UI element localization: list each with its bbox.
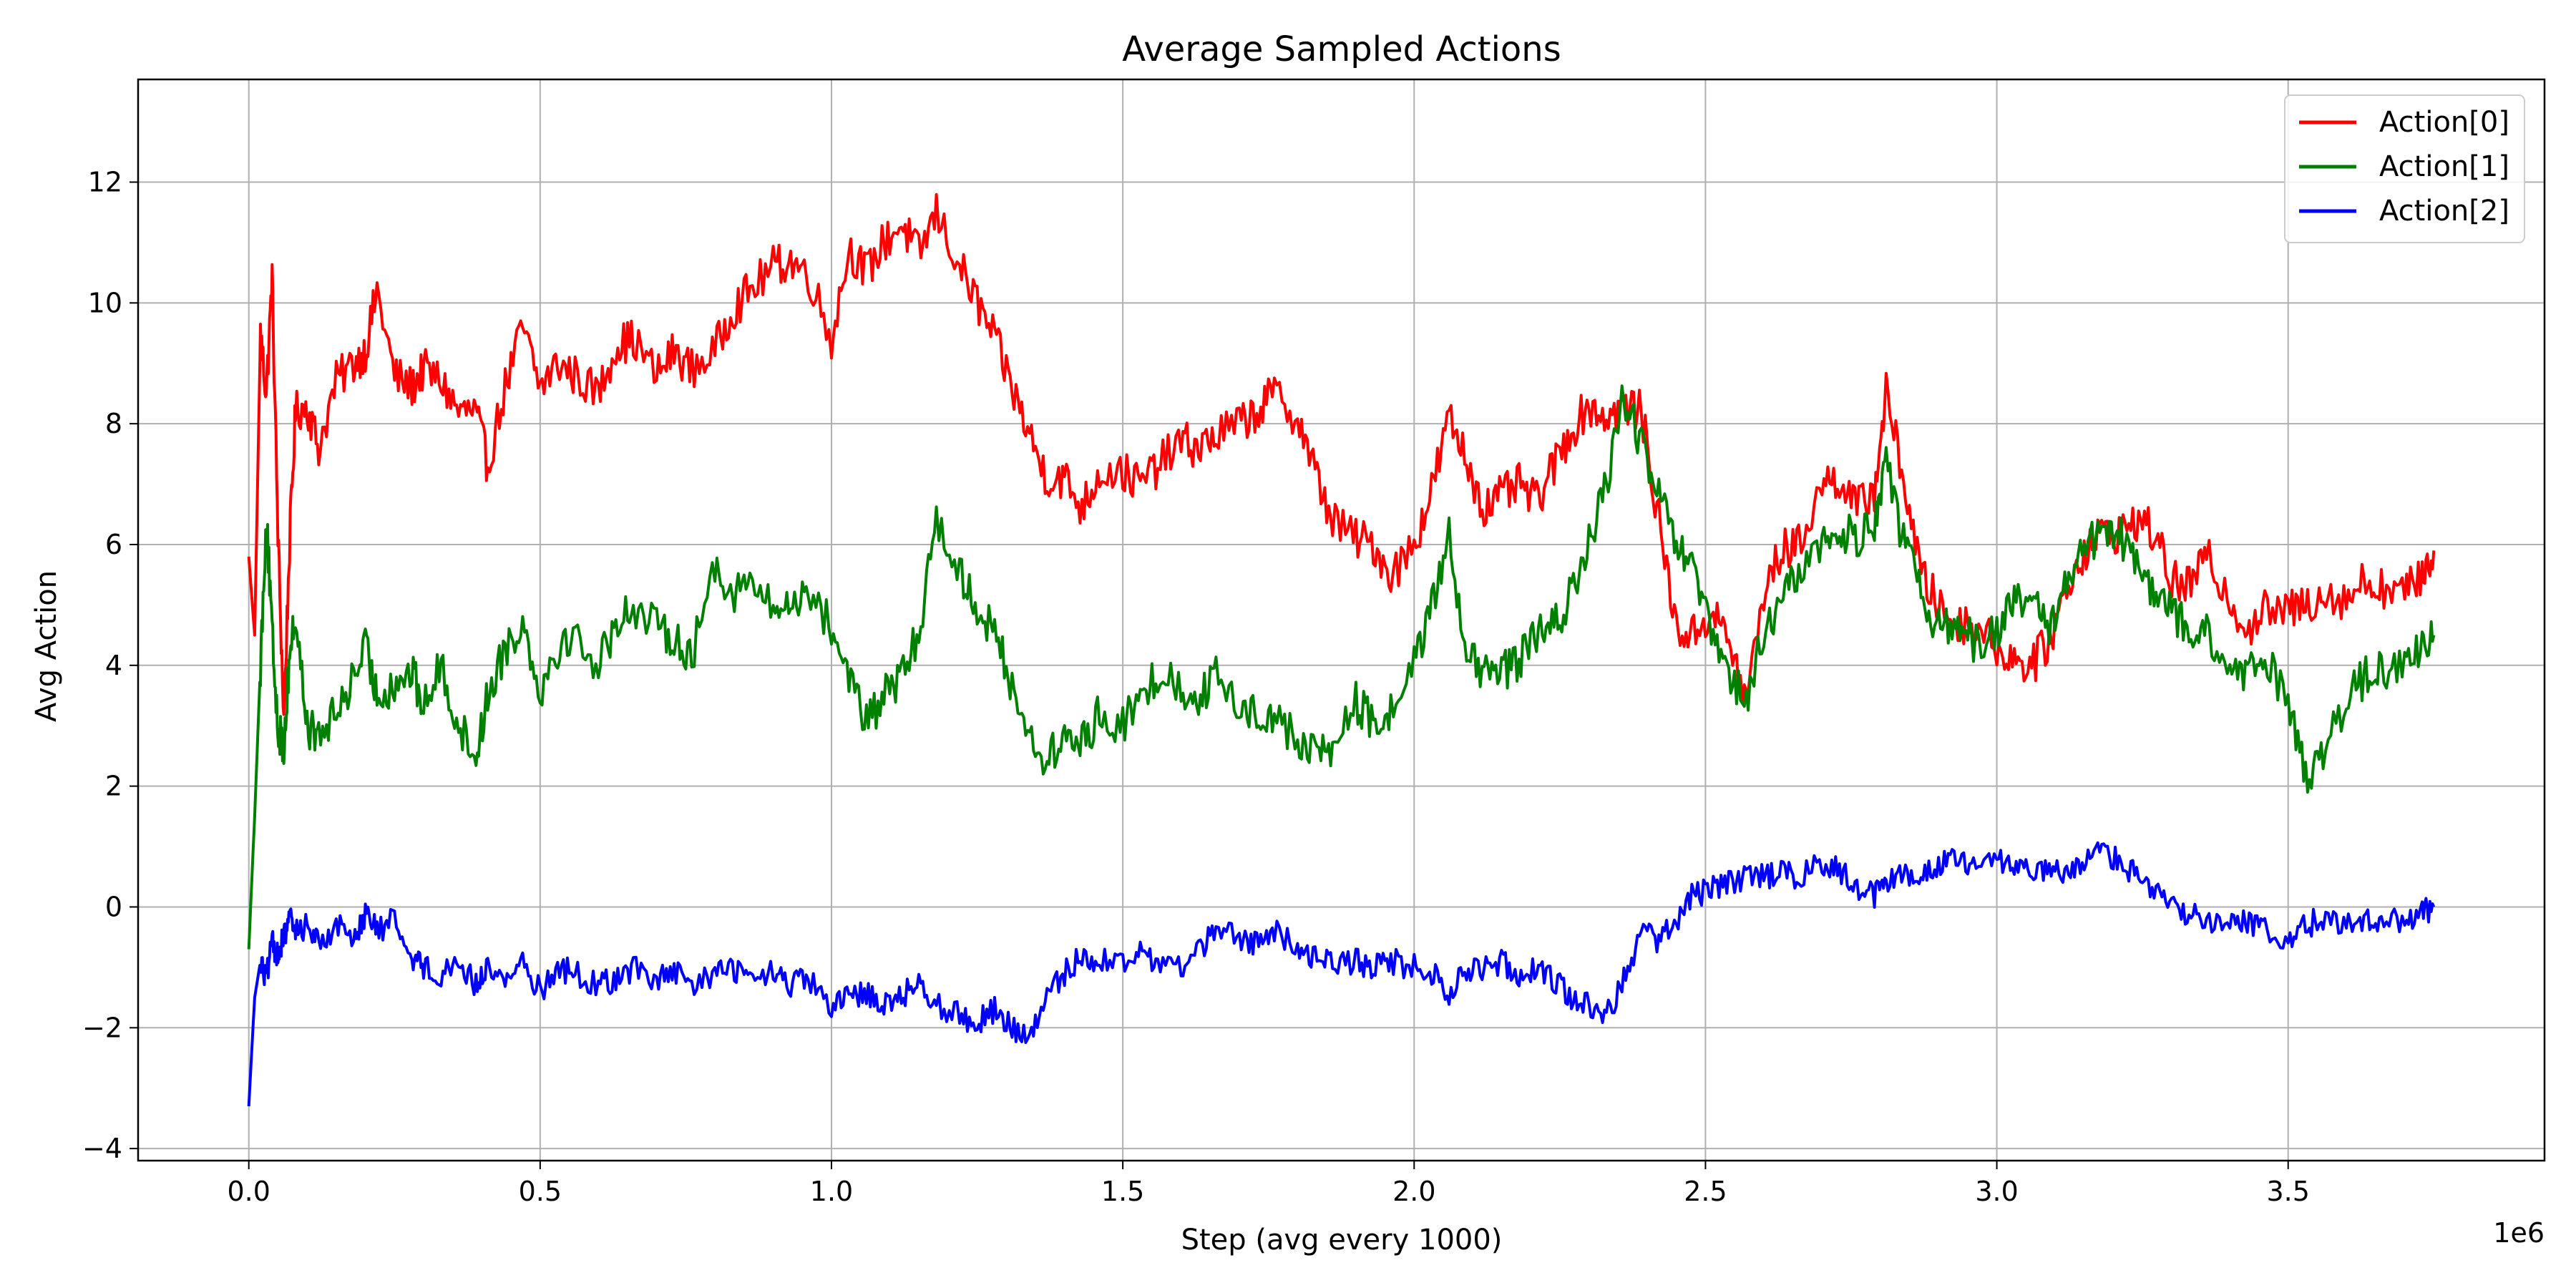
- series-line-0: [247, 192, 2436, 716]
- plot-frame: [137, 78, 2546, 1162]
- y-tick-label: −2: [82, 1012, 122, 1043]
- axis-ticks: 0.0 0.5 1.0 1.5 2.0 2.5 3.0 3.5 −4 −2 0 2 4 6 8 10 12: [82, 167, 2310, 1207]
- legend-box: [2284, 94, 2525, 243]
- legend: Action[0] Action[1] Action[2]: [2284, 94, 2525, 243]
- y-tick-label: 10: [88, 287, 122, 318]
- x-axis-label: Step (avg every 1000): [1181, 1224, 1503, 1257]
- series-line-2: [247, 841, 2436, 1107]
- y-tick-label: 8: [105, 408, 122, 439]
- x-tick-label: 1.5: [1101, 1176, 1144, 1207]
- x-axis-offset-label: 1e6: [2493, 1217, 2545, 1249]
- y-axis-label: Avg Action: [30, 570, 63, 722]
- series-lines: [247, 192, 2436, 1107]
- x-tick-label: 0.5: [519, 1176, 562, 1207]
- x-tick-label: 0.0: [227, 1176, 270, 1207]
- series-line-1: [247, 384, 2436, 950]
- y-tick-label: 4: [105, 650, 122, 681]
- y-tick-label: 0: [105, 891, 122, 922]
- legend-label: Action[2]: [2379, 195, 2509, 228]
- legend-label: Action[0]: [2379, 106, 2509, 139]
- x-tick-label: 3.0: [1975, 1176, 2018, 1207]
- y-tick-label: −4: [82, 1133, 122, 1164]
- y-tick-label: 12: [88, 167, 122, 198]
- x-tick-label: 3.5: [2266, 1176, 2309, 1207]
- y-tick-label: 6: [105, 529, 122, 560]
- x-tick-label: 1.0: [810, 1176, 853, 1207]
- x-tick-label: 2.0: [1392, 1176, 1435, 1207]
- x-tick-label: 2.5: [1684, 1176, 1727, 1207]
- chart-title: Average Sampled Actions: [1122, 29, 1561, 69]
- grid-lines: [138, 79, 2545, 1161]
- legend-label: Action[1]: [2379, 150, 2509, 183]
- y-tick-label: 2: [105, 771, 122, 802]
